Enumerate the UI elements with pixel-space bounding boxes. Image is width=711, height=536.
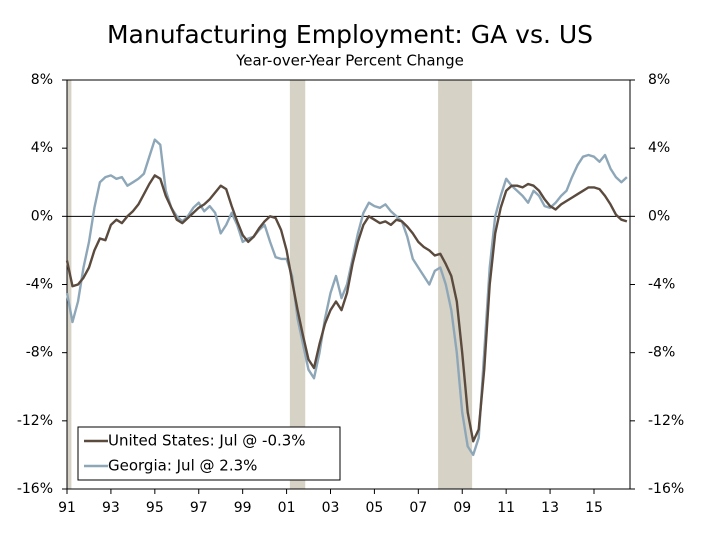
x-tick-label: 95 <box>146 500 164 516</box>
y2-tick-label: 8% <box>648 72 670 88</box>
legend-label: Georgia: Jul @ 2.3% <box>108 457 257 475</box>
y2-tick-label: -8% <box>648 345 675 361</box>
legend-box <box>77 426 341 481</box>
y2-tick-label: -4% <box>648 277 675 293</box>
chart-subtitle: Year-over-Year Percent Change <box>235 52 464 70</box>
x-tick-label: 07 <box>409 500 427 516</box>
recession-band <box>438 80 473 489</box>
y2-tick-label: -12% <box>648 413 684 429</box>
x-tick-label: 99 <box>234 500 252 516</box>
recession-band <box>67 80 72 489</box>
x-tick-label: 13 <box>541 500 559 516</box>
x-tick-label: 01 <box>278 500 296 516</box>
recession-band <box>289 80 306 489</box>
x-tick-label: 11 <box>497 500 515 516</box>
x-tick-label: 05 <box>365 500 383 516</box>
chart-title: Manufacturing Employment: GA vs. US <box>107 20 593 49</box>
series-line <box>65 174 628 443</box>
y2-tick-label: 0% <box>648 208 670 224</box>
series-line <box>65 138 628 457</box>
y-tick-label: -4% <box>26 277 53 293</box>
x-tick-label: 93 <box>102 500 120 516</box>
x-tick-label: 15 <box>585 500 603 516</box>
y-tick-label: -12% <box>17 413 53 429</box>
y-tick-label: 0% <box>31 208 53 224</box>
y-tick-label: 8% <box>31 72 53 88</box>
legend-label: United States: Jul @ -0.3% <box>108 432 306 450</box>
x-tick-label: 91 <box>58 500 76 516</box>
x-tick-label: 97 <box>190 500 208 516</box>
y2-tick-label: 4% <box>648 140 670 156</box>
x-tick-label: 03 <box>322 500 340 516</box>
x-tick-label: 09 <box>453 500 471 516</box>
y-tick-label: -8% <box>26 345 53 361</box>
y-tick-label: 4% <box>31 140 53 156</box>
y-tick-label: -16% <box>17 481 53 497</box>
y2-tick-label: -16% <box>648 481 684 497</box>
